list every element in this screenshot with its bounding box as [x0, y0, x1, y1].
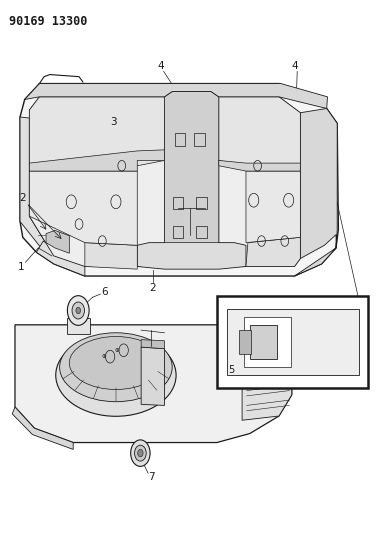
Bar [194, 133, 205, 146]
Polygon shape [29, 171, 137, 245]
Bar [174, 133, 185, 146]
Polygon shape [244, 317, 291, 367]
Ellipse shape [69, 336, 163, 390]
Text: ⊕: ⊕ [115, 348, 119, 353]
Text: 2: 2 [149, 282, 156, 293]
Polygon shape [242, 335, 292, 420]
Circle shape [72, 302, 84, 319]
Polygon shape [20, 84, 338, 276]
Polygon shape [36, 241, 85, 276]
Polygon shape [85, 243, 137, 269]
Bar [217, 296, 368, 389]
Ellipse shape [59, 333, 172, 402]
Text: 4: 4 [291, 61, 298, 71]
Bar [66, 318, 90, 334]
Circle shape [138, 449, 143, 457]
Ellipse shape [56, 334, 176, 416]
Polygon shape [46, 230, 69, 253]
Bar [196, 197, 207, 209]
Polygon shape [29, 97, 300, 266]
Polygon shape [25, 84, 328, 109]
Bar [196, 225, 207, 238]
Text: 7: 7 [148, 472, 155, 482]
Text: 3: 3 [110, 117, 117, 127]
Polygon shape [219, 97, 300, 166]
Polygon shape [141, 340, 165, 349]
Polygon shape [141, 347, 165, 406]
Text: 6: 6 [101, 287, 108, 297]
Polygon shape [20, 117, 54, 264]
Text: 2: 2 [20, 192, 26, 203]
Polygon shape [15, 325, 292, 442]
Polygon shape [294, 109, 337, 276]
Polygon shape [29, 97, 165, 166]
Circle shape [67, 296, 89, 325]
Circle shape [76, 308, 81, 314]
Text: 1: 1 [18, 262, 24, 271]
Circle shape [135, 445, 146, 461]
Polygon shape [137, 92, 246, 269]
Text: ⊕: ⊕ [101, 354, 106, 359]
Polygon shape [165, 92, 219, 243]
Circle shape [131, 440, 150, 466]
Bar [172, 197, 183, 209]
Polygon shape [219, 160, 300, 171]
Polygon shape [29, 150, 165, 171]
Polygon shape [12, 407, 73, 449]
Text: 4: 4 [157, 61, 164, 71]
Polygon shape [246, 171, 300, 243]
Polygon shape [246, 237, 300, 266]
Bar [172, 225, 183, 238]
Polygon shape [250, 325, 277, 359]
Text: 90169 13300: 90169 13300 [9, 14, 88, 28]
Polygon shape [226, 309, 359, 375]
Text: 5: 5 [228, 365, 234, 375]
Polygon shape [239, 330, 251, 354]
